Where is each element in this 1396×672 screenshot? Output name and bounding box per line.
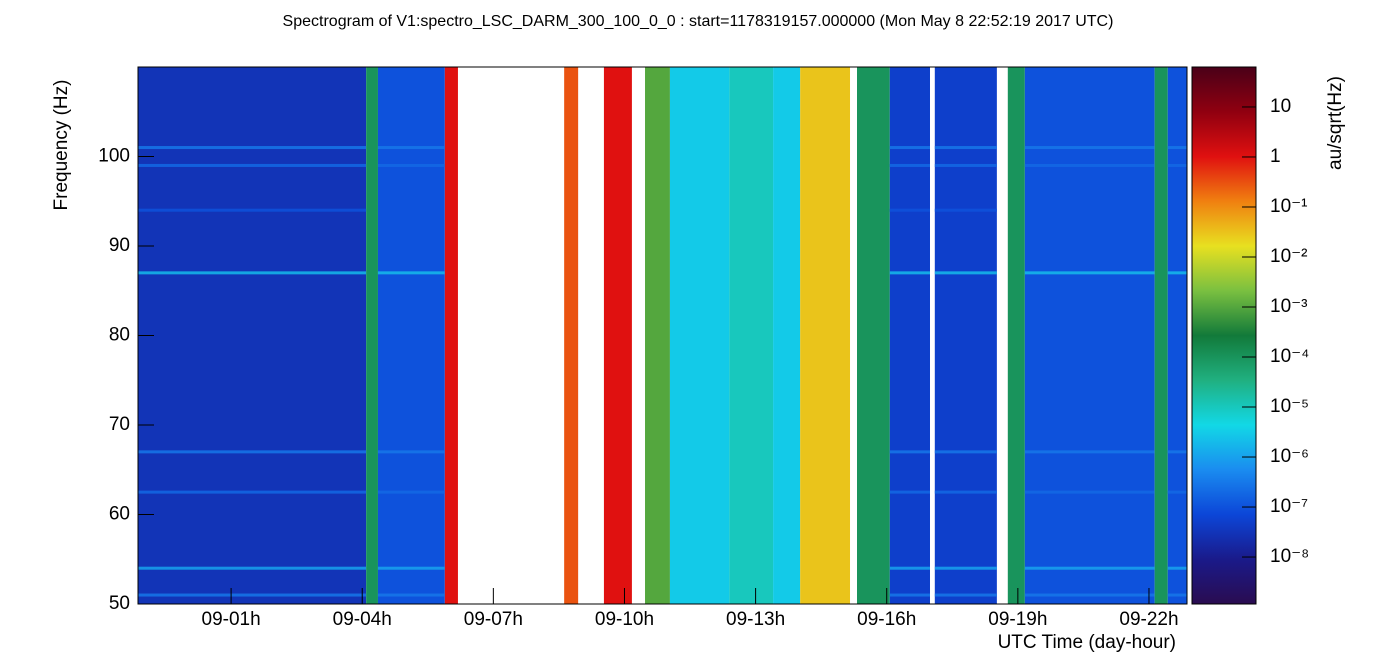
y-tick-label: 50 (109, 593, 130, 614)
y-tick-label: 100 (98, 146, 130, 167)
spectral-line (377, 271, 445, 275)
colorbar (1191, 66, 1257, 605)
spectral-line (934, 271, 997, 275)
spectral-line (138, 271, 367, 275)
spectrogram-column (773, 67, 801, 604)
chart-title: Spectrogram of V1:spectro_LSC_DARM_300_1… (283, 13, 1114, 30)
spectral-line (889, 163, 930, 167)
spectral-line (377, 566, 445, 570)
spectral-line (377, 163, 445, 167)
y-tick-label: 60 (109, 504, 130, 525)
spectral-line (138, 566, 367, 570)
spectral-line (889, 593, 930, 597)
y-axis-title: Frequency (Hz) (51, 80, 72, 211)
colorbar-tick-label: 1 (1270, 146, 1281, 167)
spectral-line (934, 450, 997, 454)
spectral-line (138, 146, 367, 150)
spectral-line (138, 208, 367, 212)
y-tick-label: 90 (109, 235, 130, 256)
colorbar-tick-label: 10⁻⁷ (1270, 496, 1308, 517)
spectrogram-column (444, 67, 458, 604)
spectrogram-column (729, 67, 774, 604)
colorbar-tick-label: 10⁻³ (1270, 296, 1308, 317)
colorbar-tick-label: 10⁻² (1270, 246, 1308, 267)
colorbar-tick-label: 10⁻⁵ (1270, 396, 1309, 417)
y-tick-label: 80 (109, 325, 130, 346)
x-tick-label: 09-07h (464, 609, 523, 630)
spectral-line (934, 163, 997, 167)
spectral-line (889, 146, 930, 150)
spectral-line (1024, 566, 1155, 570)
spectral-line (1167, 146, 1187, 150)
spectrogram-column (603, 67, 632, 604)
colorbar-tick-label: 10⁻¹ (1270, 196, 1308, 217)
spectrogram-column (1024, 67, 1155, 604)
spectral-line (889, 490, 930, 494)
spectral-line (377, 490, 445, 494)
colorbar-tick-label: 10⁻⁴ (1270, 346, 1309, 367)
spectral-line (934, 566, 997, 570)
spectrogram-column (645, 67, 670, 604)
x-tick-label: 09-04h (333, 609, 392, 630)
spectrogram-column (934, 67, 997, 604)
spectrogram-column (669, 67, 730, 604)
spectral-line (934, 146, 997, 150)
x-tick-label: 09-13h (726, 609, 785, 630)
spectral-line (934, 490, 997, 494)
spectral-line (889, 566, 930, 570)
spectral-line (889, 271, 930, 275)
spectral-line (1024, 146, 1155, 150)
spectrogram-column (800, 67, 851, 604)
spectral-line (1024, 271, 1155, 275)
spectral-line (1024, 593, 1155, 597)
x-tick-label: 09-01h (202, 609, 261, 630)
spectrogram-column (1154, 67, 1168, 604)
x-tick-label: 09-10h (595, 609, 654, 630)
spectral-line (1024, 490, 1155, 494)
spectral-line (377, 593, 445, 597)
spectral-line (889, 450, 930, 454)
spectral-line (1167, 163, 1187, 167)
spectral-line (1024, 163, 1155, 167)
spectral-line (377, 146, 445, 150)
spectral-line (934, 593, 997, 597)
y-tick-label: 70 (109, 414, 130, 435)
spectral-line (1167, 490, 1187, 494)
spectrogram-column (857, 67, 890, 604)
spectral-line (1167, 566, 1187, 570)
colorbar-title: au/sqrt(Hz) (1325, 76, 1346, 170)
spectral-line (1167, 450, 1187, 454)
spectrogram-column (1167, 67, 1187, 604)
spectral-line (1167, 593, 1187, 597)
colorbar-tick-label: 10⁻⁸ (1270, 546, 1309, 567)
spectrogram-column (889, 67, 930, 604)
x-tick-label: 09-16h (857, 609, 916, 630)
spectrogram-column (366, 67, 378, 604)
spectral-line (1167, 271, 1187, 275)
spectral-line (138, 163, 367, 167)
spectral-line (138, 490, 367, 494)
spectrogram-column (564, 67, 579, 604)
colorbar-tick-label: 10 (1270, 96, 1291, 117)
spectrogram-column (1007, 67, 1025, 604)
x-axis-title: UTC Time (day-hour) (998, 632, 1176, 653)
spectrogram-column (138, 67, 367, 604)
spectrogram-column (377, 67, 445, 604)
spectral-line (138, 593, 367, 597)
x-tick-label: 09-19h (988, 609, 1047, 630)
colorbar-tick-label: 10⁻⁶ (1270, 446, 1309, 467)
x-tick-label: 09-22h (1119, 609, 1178, 630)
spectral-line (377, 450, 445, 454)
spectral-line (934, 208, 997, 212)
spectral-line (889, 208, 930, 212)
spectral-line (138, 450, 367, 454)
spectral-line (1024, 450, 1155, 454)
